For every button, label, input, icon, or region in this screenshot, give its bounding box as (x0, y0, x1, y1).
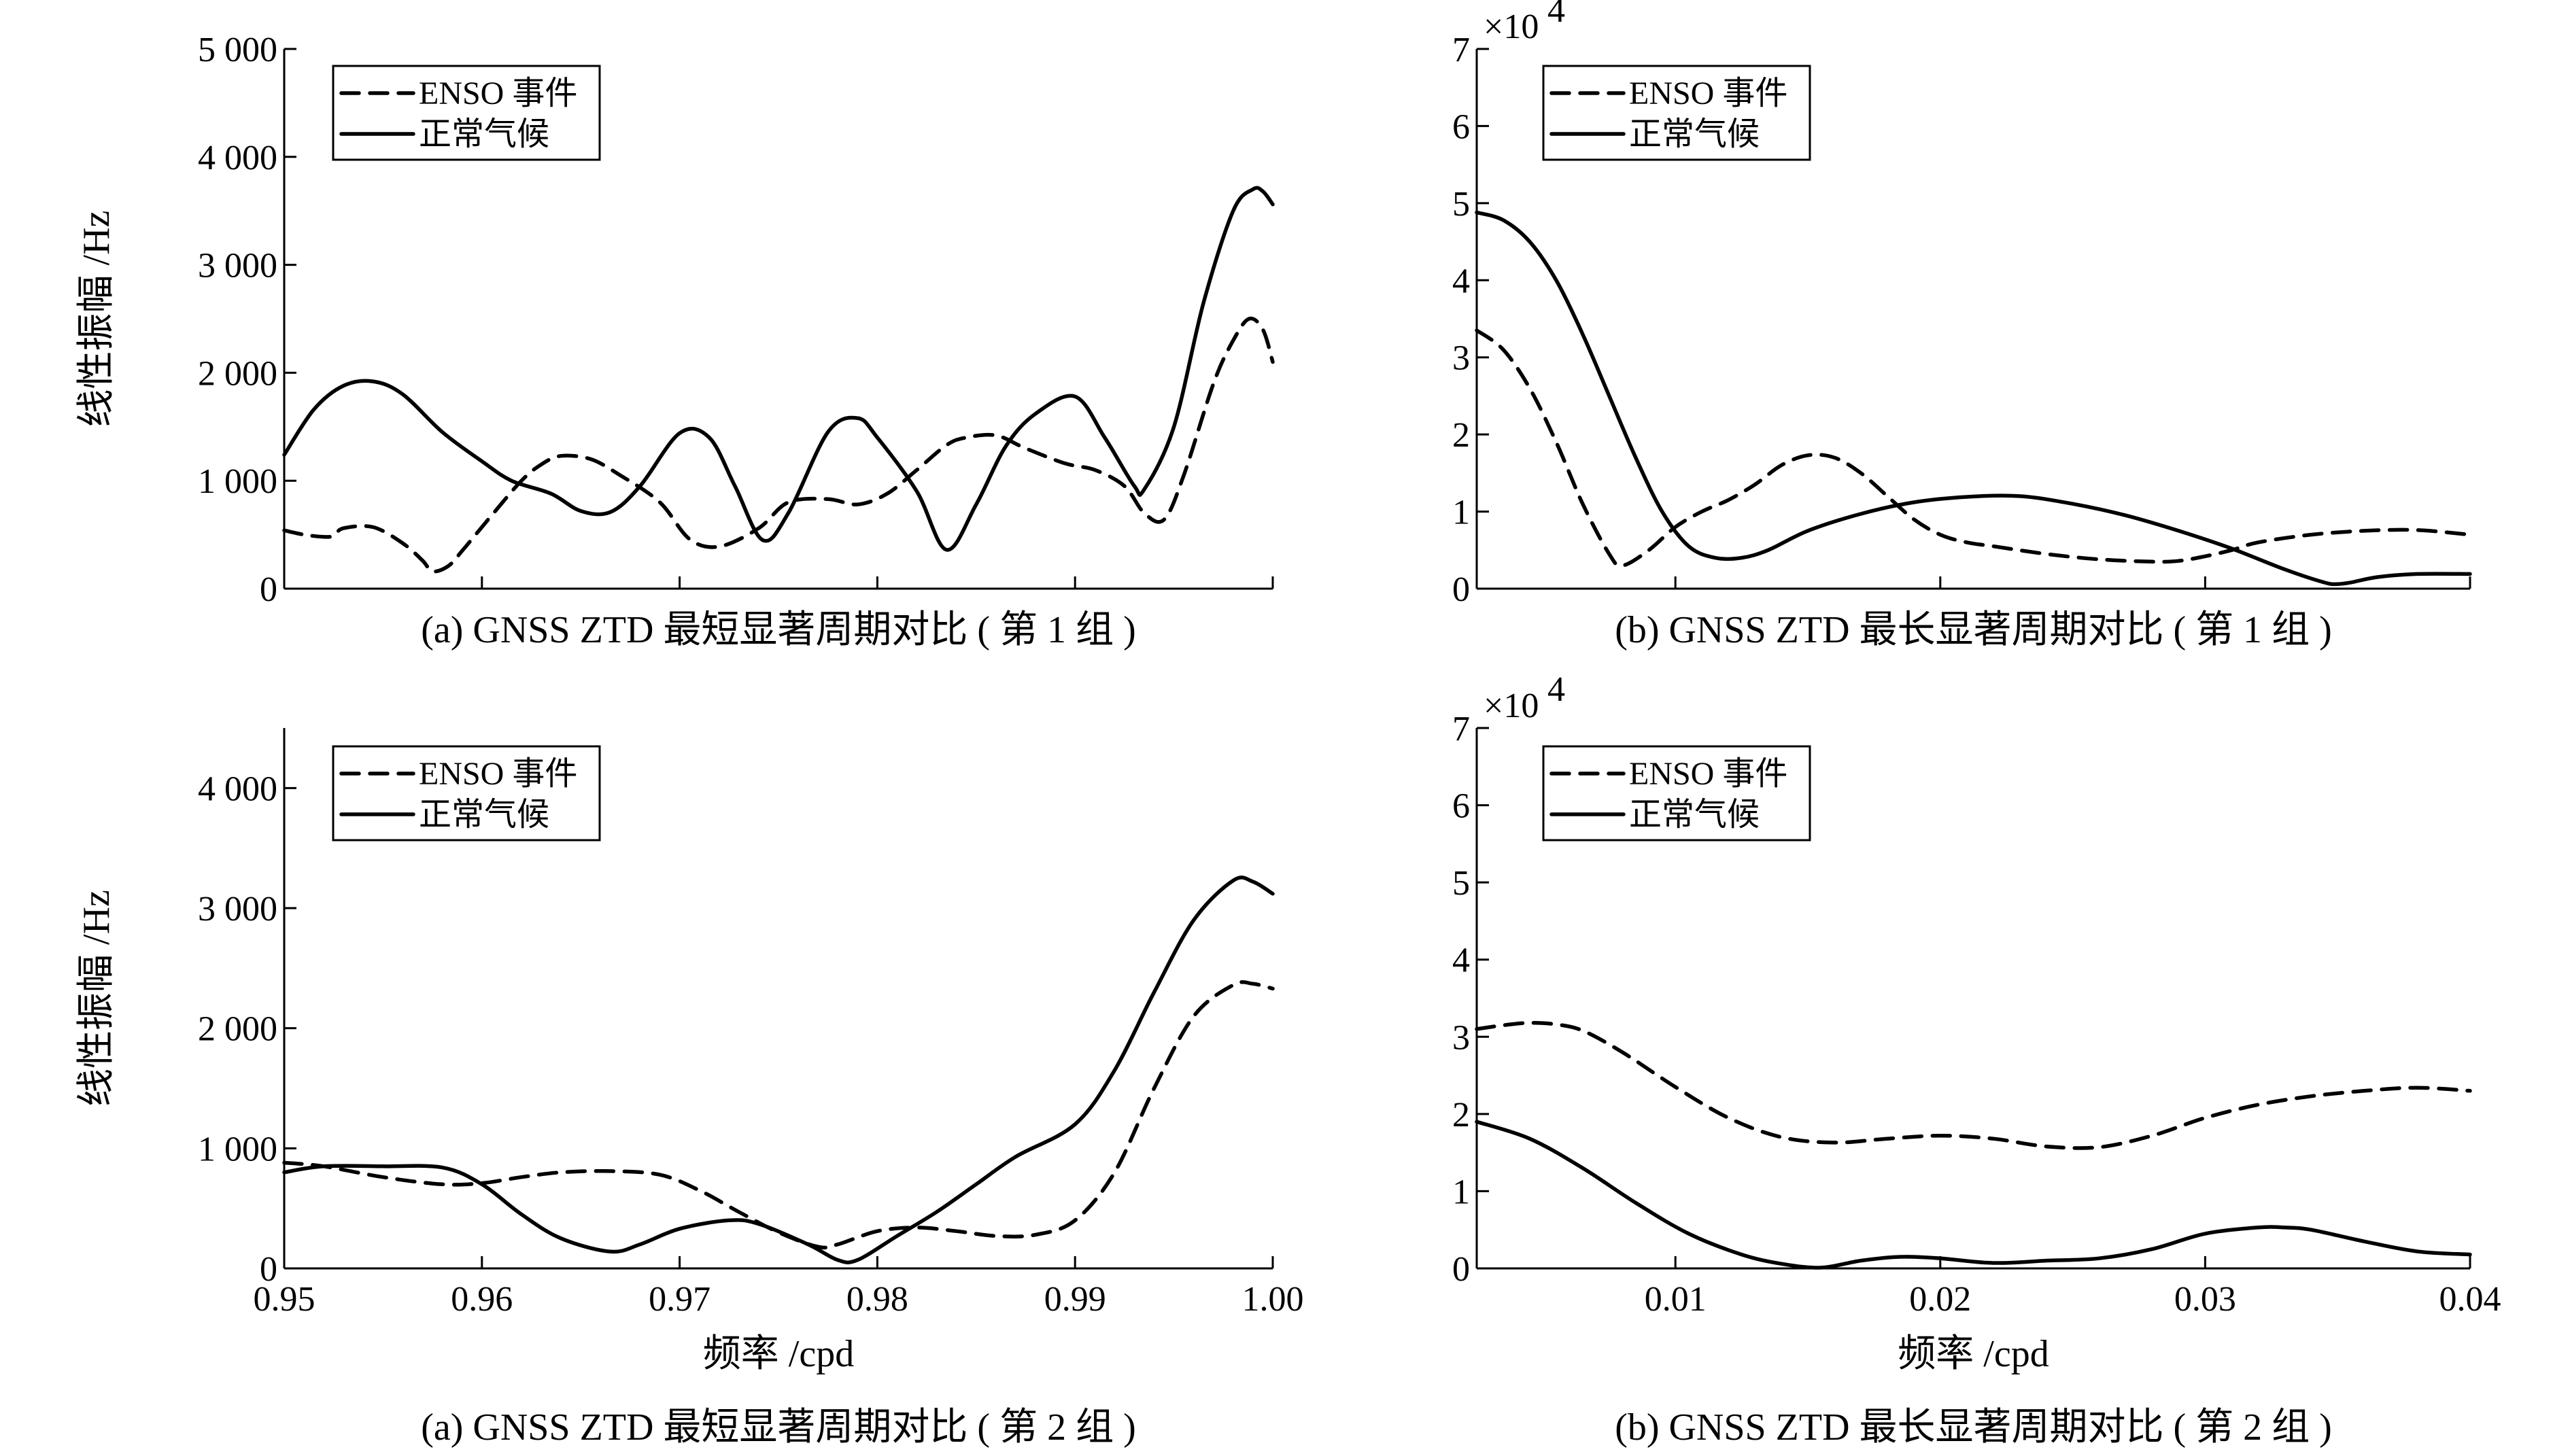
legend-label-enso: ENSO 事件 (1629, 75, 1787, 111)
chart-caption: (a) GNSS ZTD 最短显著周期对比 ( 第 1 组 ) (421, 609, 1135, 651)
x-tick-label: 0.04 (2439, 1280, 2501, 1319)
y-tick-label: 5 (1452, 185, 1470, 224)
y-tick-label: 3 (1452, 1018, 1470, 1057)
chart-caption: (b) GNSS ZTD 最长显著周期对比 ( 第 2 组 ) (1615, 1406, 2332, 1449)
y-exponent-power: 4 (1547, 670, 1565, 709)
legend-label-normal: 正常气候 (1629, 116, 1760, 152)
legend-box (332, 65, 601, 161)
y-tick-label: 4 000 (198, 139, 277, 177)
x-tick-label: 0.96 (451, 1280, 513, 1319)
legend-label-enso: ENSO 事件 (419, 75, 577, 111)
series-line-normal (1475, 210, 2472, 587)
legend-label-enso: ENSO 事件 (419, 756, 577, 792)
y-tick-label: 0 (1452, 570, 1470, 609)
series-line-normal (282, 876, 1275, 1265)
y-tick-label: 1 (1452, 493, 1470, 532)
y-tick-label: 3 000 (198, 890, 277, 929)
y-tick-label: 1 000 (198, 1130, 277, 1168)
y-tick-label: 0 (260, 570, 277, 609)
y-exponent-power: 4 (1547, 0, 1565, 30)
x-tick-label: 0.99 (1044, 1280, 1106, 1319)
x-tick-label: 0.98 (846, 1280, 908, 1319)
y-tick-label: 7 (1452, 710, 1470, 748)
x-tick-label: 0.02 (1909, 1280, 1971, 1319)
y-tick-label: 2 000 (198, 1010, 277, 1049)
x-tick-label: 0.95 (254, 1280, 315, 1319)
legend-label-enso: ENSO 事件 (1629, 756, 1787, 792)
y-tick-label: 5 (1452, 864, 1470, 903)
chart-caption: (a) GNSS ZTD 最短显著周期对比 ( 第 2 组 ) (421, 1406, 1135, 1449)
series-line-enso (282, 316, 1275, 574)
x-axis-label: 频率 /cpd (1898, 1333, 2049, 1375)
chart-panel-b1: 0 1 2 3 4 5 6 7 ×10 4 (b) GNSS ZTD 最长显著周期对比 ( 第 1 … (1452, 0, 2472, 651)
series-line-enso (282, 980, 1275, 1250)
y-tick-label: 4 000 (198, 769, 277, 808)
x-tick-label: 0.03 (2174, 1280, 2236, 1319)
series-line-normal (1475, 1120, 2472, 1270)
y-tick-label: 0 (1452, 1250, 1470, 1289)
y-axis-label: 线性振幅 /Hz (75, 211, 118, 428)
y-tick-label: 4 (1452, 941, 1470, 980)
x-axis-label: 频率 /cpd (703, 1333, 854, 1375)
x-tick-label: 0.01 (1645, 1280, 1707, 1319)
x-tick-label: 1.00 (1242, 1280, 1304, 1319)
y-tick-label: 2 (1452, 1096, 1470, 1134)
y-tick-label: 1 000 (198, 462, 277, 501)
y-tick-label: 2 000 (198, 354, 277, 393)
legend-label-normal: 正常气候 (419, 116, 549, 152)
series-line-enso (1475, 1021, 2472, 1150)
y-tick-label: 6 (1452, 107, 1470, 146)
legend-label-normal: 正常气候 (419, 797, 549, 833)
y-tick-label: 3 (1452, 339, 1470, 378)
y-tick-label: 4 (1452, 262, 1470, 300)
chart-panel-a1: 0 1 000 2 000 3 000 4 000 5 000 线性振幅 /Hz (a) GN… (75, 31, 1275, 651)
chart-caption: (b) GNSS ZTD 最长显著周期对比 ( 第 1 组 ) (1615, 609, 2332, 651)
y-tick-label: 0 (260, 1250, 277, 1289)
y-exponent-label: ×10 (1484, 7, 1539, 46)
y-tick-label: 5 000 (198, 31, 277, 69)
y-tick-label: 7 (1452, 31, 1470, 69)
legend-box (1542, 745, 1811, 842)
legend-box (1542, 65, 1811, 161)
legend-box (332, 745, 601, 842)
y-axis-label: 线性振幅 /Hz (75, 890, 118, 1107)
y-tick-label: 6 (1452, 787, 1470, 826)
x-tick-label: 0.97 (649, 1280, 710, 1319)
series-line-normal (282, 186, 1275, 552)
legend-label-normal: 正常气候 (1629, 797, 1760, 833)
y-exponent-label: ×10 (1484, 687, 1539, 725)
y-tick-label: 3 000 (198, 247, 277, 285)
series-line-enso (1475, 328, 2472, 568)
chart-panel-a2: 0 1 000 2 000 3 000 4 000 0.95 0.96 0.97 0.98 0.9… (75, 728, 1304, 1449)
y-tick-label: 2 (1452, 416, 1470, 455)
y-tick-label: 1 (1452, 1173, 1470, 1211)
